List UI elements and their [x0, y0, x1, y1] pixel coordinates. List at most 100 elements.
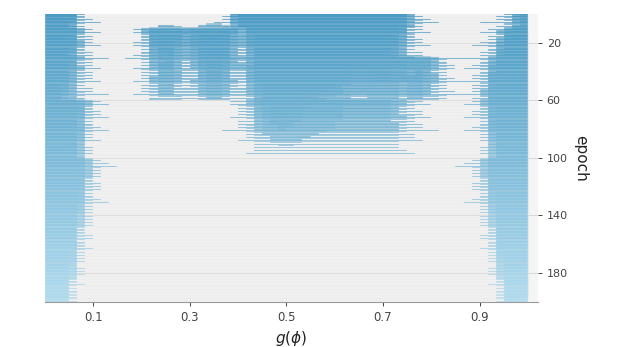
Polygon shape	[45, 240, 528, 270]
Polygon shape	[45, 209, 528, 237]
Polygon shape	[45, 8, 528, 30]
Polygon shape	[45, 181, 528, 207]
Polygon shape	[45, 73, 528, 89]
Polygon shape	[45, 216, 528, 244]
Polygon shape	[45, 189, 528, 215]
Polygon shape	[45, 113, 528, 133]
Polygon shape	[45, 246, 528, 276]
Polygon shape	[45, 173, 528, 198]
Polygon shape	[45, 264, 528, 295]
Polygon shape	[45, 125, 528, 146]
Polygon shape	[45, 76, 528, 92]
Polygon shape	[45, 0, 528, 27]
Polygon shape	[45, 45, 528, 56]
Polygon shape	[45, 201, 528, 228]
Polygon shape	[45, 31, 528, 45]
Polygon shape	[45, 243, 528, 273]
Polygon shape	[45, 114, 528, 135]
Polygon shape	[45, 52, 528, 63]
Polygon shape	[45, 227, 528, 256]
Polygon shape	[45, 238, 528, 267]
Polygon shape	[45, 0, 528, 20]
Polygon shape	[45, 205, 528, 233]
Polygon shape	[45, 245, 528, 274]
Polygon shape	[45, 99, 528, 118]
Polygon shape	[45, 221, 528, 250]
Polygon shape	[45, 133, 528, 155]
Polygon shape	[45, 154, 528, 178]
Polygon shape	[45, 208, 528, 236]
Polygon shape	[45, 200, 528, 227]
Polygon shape	[45, 101, 528, 120]
Polygon shape	[45, 268, 528, 299]
Polygon shape	[45, 198, 528, 226]
Polygon shape	[45, 58, 528, 70]
Polygon shape	[45, 188, 528, 214]
X-axis label: $g(\phi)$: $g(\phi)$	[275, 329, 307, 347]
Polygon shape	[45, 196, 528, 223]
Polygon shape	[45, 35, 528, 49]
Polygon shape	[45, 118, 528, 139]
Polygon shape	[45, 184, 528, 210]
Polygon shape	[45, 96, 528, 115]
Polygon shape	[45, 217, 528, 246]
Polygon shape	[45, 176, 528, 201]
Polygon shape	[45, 171, 528, 197]
Polygon shape	[45, 192, 528, 218]
Polygon shape	[45, 67, 528, 82]
Polygon shape	[45, 186, 528, 213]
Polygon shape	[45, 165, 528, 189]
Polygon shape	[45, 0, 528, 18]
Polygon shape	[45, 72, 528, 87]
Polygon shape	[45, 65, 528, 79]
Polygon shape	[45, 247, 528, 277]
Polygon shape	[45, 239, 528, 269]
Polygon shape	[45, 54, 528, 66]
Polygon shape	[45, 0, 528, 25]
Y-axis label: epoch: epoch	[573, 135, 589, 181]
Polygon shape	[45, 242, 528, 272]
Polygon shape	[45, 170, 528, 195]
Polygon shape	[45, 253, 528, 283]
Polygon shape	[45, 190, 528, 217]
Polygon shape	[45, 83, 528, 100]
Polygon shape	[45, 91, 528, 109]
Polygon shape	[45, 62, 528, 76]
Polygon shape	[45, 78, 528, 94]
Polygon shape	[45, 252, 528, 282]
Polygon shape	[45, 92, 528, 110]
Polygon shape	[45, 112, 528, 132]
Polygon shape	[45, 0, 528, 15]
Polygon shape	[45, 228, 528, 257]
Polygon shape	[45, 212, 528, 240]
Polygon shape	[45, 93, 528, 112]
Polygon shape	[45, 134, 528, 156]
Polygon shape	[45, 53, 528, 64]
Polygon shape	[45, 104, 528, 123]
Polygon shape	[45, 56, 528, 67]
Polygon shape	[45, 37, 528, 50]
Polygon shape	[45, 82, 528, 99]
Polygon shape	[45, 177, 528, 203]
Polygon shape	[45, 130, 528, 152]
Polygon shape	[45, 204, 528, 231]
Polygon shape	[45, 59, 528, 71]
Polygon shape	[45, 89, 528, 108]
Polygon shape	[45, 146, 528, 169]
Polygon shape	[45, 48, 528, 59]
Polygon shape	[45, 144, 528, 168]
Polygon shape	[45, 259, 528, 289]
Polygon shape	[45, 81, 528, 98]
Polygon shape	[45, 254, 528, 285]
Polygon shape	[45, 100, 528, 119]
Polygon shape	[45, 128, 528, 149]
Polygon shape	[45, 235, 528, 264]
Polygon shape	[45, 162, 528, 187]
Polygon shape	[45, 261, 528, 292]
Polygon shape	[45, 159, 528, 184]
Polygon shape	[45, 12, 528, 33]
Polygon shape	[45, 178, 528, 204]
Polygon shape	[45, 161, 528, 185]
Polygon shape	[45, 43, 528, 54]
Polygon shape	[45, 174, 528, 200]
